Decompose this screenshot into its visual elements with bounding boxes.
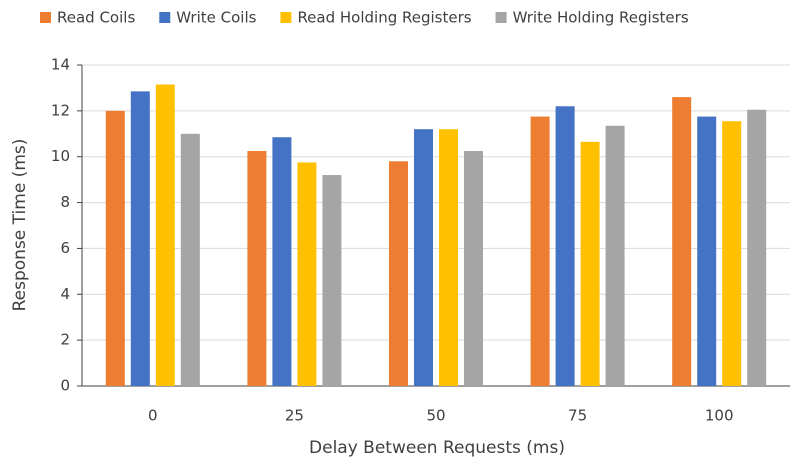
bar — [464, 150, 483, 386]
y-axis-title: Response Time (ms) — [10, 139, 30, 312]
bar — [439, 129, 458, 386]
x-tick-label: 0 — [148, 407, 158, 425]
bar — [155, 84, 175, 386]
legend-swatch — [40, 12, 51, 23]
legend-label: Write Holding Registers — [513, 9, 689, 27]
y-tick-label: 14 — [51, 56, 70, 74]
x-tick-label: 25 — [285, 407, 304, 425]
x-tick-label: 100 — [705, 407, 734, 425]
legend-label: Read Holding Registers — [297, 9, 471, 27]
legend-label: Write Coils — [176, 9, 256, 27]
bar — [130, 91, 150, 386]
legend-swatch — [495, 12, 507, 23]
y-tick-label: 6 — [60, 239, 70, 257]
x-tick-label: 50 — [426, 407, 445, 425]
bar — [247, 150, 267, 386]
bar — [530, 116, 550, 386]
bar — [389, 161, 408, 386]
legend-swatch — [280, 12, 292, 23]
bar — [672, 97, 692, 386]
bar — [297, 162, 317, 386]
bar — [747, 109, 767, 386]
bar — [697, 116, 717, 386]
legend-swatch — [159, 12, 171, 23]
y-tick-label: 4 — [60, 285, 70, 303]
bar — [322, 175, 342, 386]
bar — [555, 106, 575, 387]
bar — [180, 133, 200, 386]
y-tick-label: 12 — [51, 101, 70, 119]
bar — [605, 125, 625, 386]
bar — [272, 137, 292, 386]
y-tick-label: 0 — [60, 377, 70, 395]
y-tick-label: 2 — [60, 331, 70, 349]
bar — [414, 129, 433, 386]
bar — [722, 121, 742, 387]
y-tick-label: 8 — [60, 193, 70, 211]
x-tick-label: 75 — [568, 407, 587, 425]
bar — [105, 110, 125, 386]
x-axis-title: Delay Between Requests (ms) — [309, 438, 565, 458]
y-tick-label: 10 — [51, 147, 70, 165]
legend-label: Read Coils — [57, 9, 135, 27]
bar — [580, 141, 600, 386]
